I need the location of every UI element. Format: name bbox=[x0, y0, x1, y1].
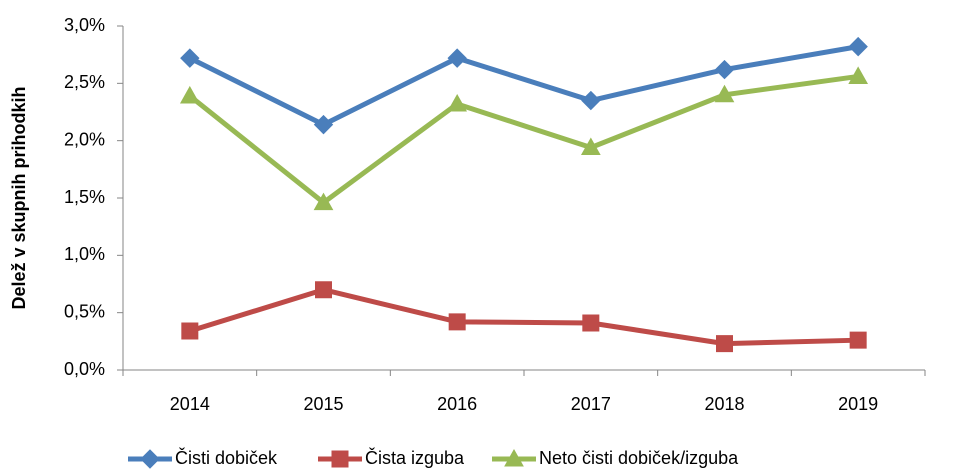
y-tick-label: 0,0% bbox=[64, 359, 105, 379]
legend-marker bbox=[331, 450, 349, 468]
y-tick-label: 1,0% bbox=[64, 244, 105, 264]
legend-marker bbox=[140, 449, 160, 469]
data-point bbox=[849, 331, 867, 349]
data-point bbox=[447, 48, 467, 68]
data-point bbox=[581, 90, 601, 111]
y-tick-label: 3,0% bbox=[64, 15, 105, 35]
data-point bbox=[716, 335, 733, 353]
x-tick-label: 2017 bbox=[571, 394, 611, 414]
legend-label: Neto čisti dobiček/izguba bbox=[539, 448, 739, 468]
data-point bbox=[580, 137, 601, 156]
y-tick-label: 0,5% bbox=[64, 301, 105, 321]
y-tick-label: 2,0% bbox=[64, 129, 105, 149]
y-tick-label: 2,5% bbox=[64, 72, 105, 92]
data-point bbox=[313, 192, 334, 211]
data-point bbox=[313, 114, 334, 135]
data-point bbox=[315, 281, 332, 299]
x-tick-label: 2016 bbox=[437, 394, 477, 414]
y-axis-label: Delež v skupnih prihodkih bbox=[9, 86, 29, 309]
x-tick-label: 2015 bbox=[303, 394, 343, 414]
series-line bbox=[188, 73, 859, 206]
data-point bbox=[179, 85, 200, 104]
data-point bbox=[180, 48, 200, 68]
legend-marker bbox=[504, 448, 524, 467]
data-point bbox=[181, 322, 199, 340]
series-line bbox=[189, 287, 859, 347]
data-point bbox=[714, 59, 735, 80]
data-point bbox=[448, 313, 466, 331]
data-point bbox=[447, 93, 468, 112]
series-line bbox=[188, 44, 859, 128]
x-tick-label: 2019 bbox=[838, 394, 878, 414]
x-tick-label: 2014 bbox=[170, 394, 210, 414]
data-point bbox=[582, 314, 600, 332]
data-point bbox=[714, 84, 735, 103]
legend-label: Čisti dobiček bbox=[175, 447, 278, 468]
x-tick-label: 2018 bbox=[704, 394, 744, 414]
data-point bbox=[848, 36, 868, 57]
y-tick-label: 1,5% bbox=[64, 187, 105, 207]
legend-label: Čista izguba bbox=[365, 447, 465, 468]
data-point bbox=[848, 66, 869, 84]
